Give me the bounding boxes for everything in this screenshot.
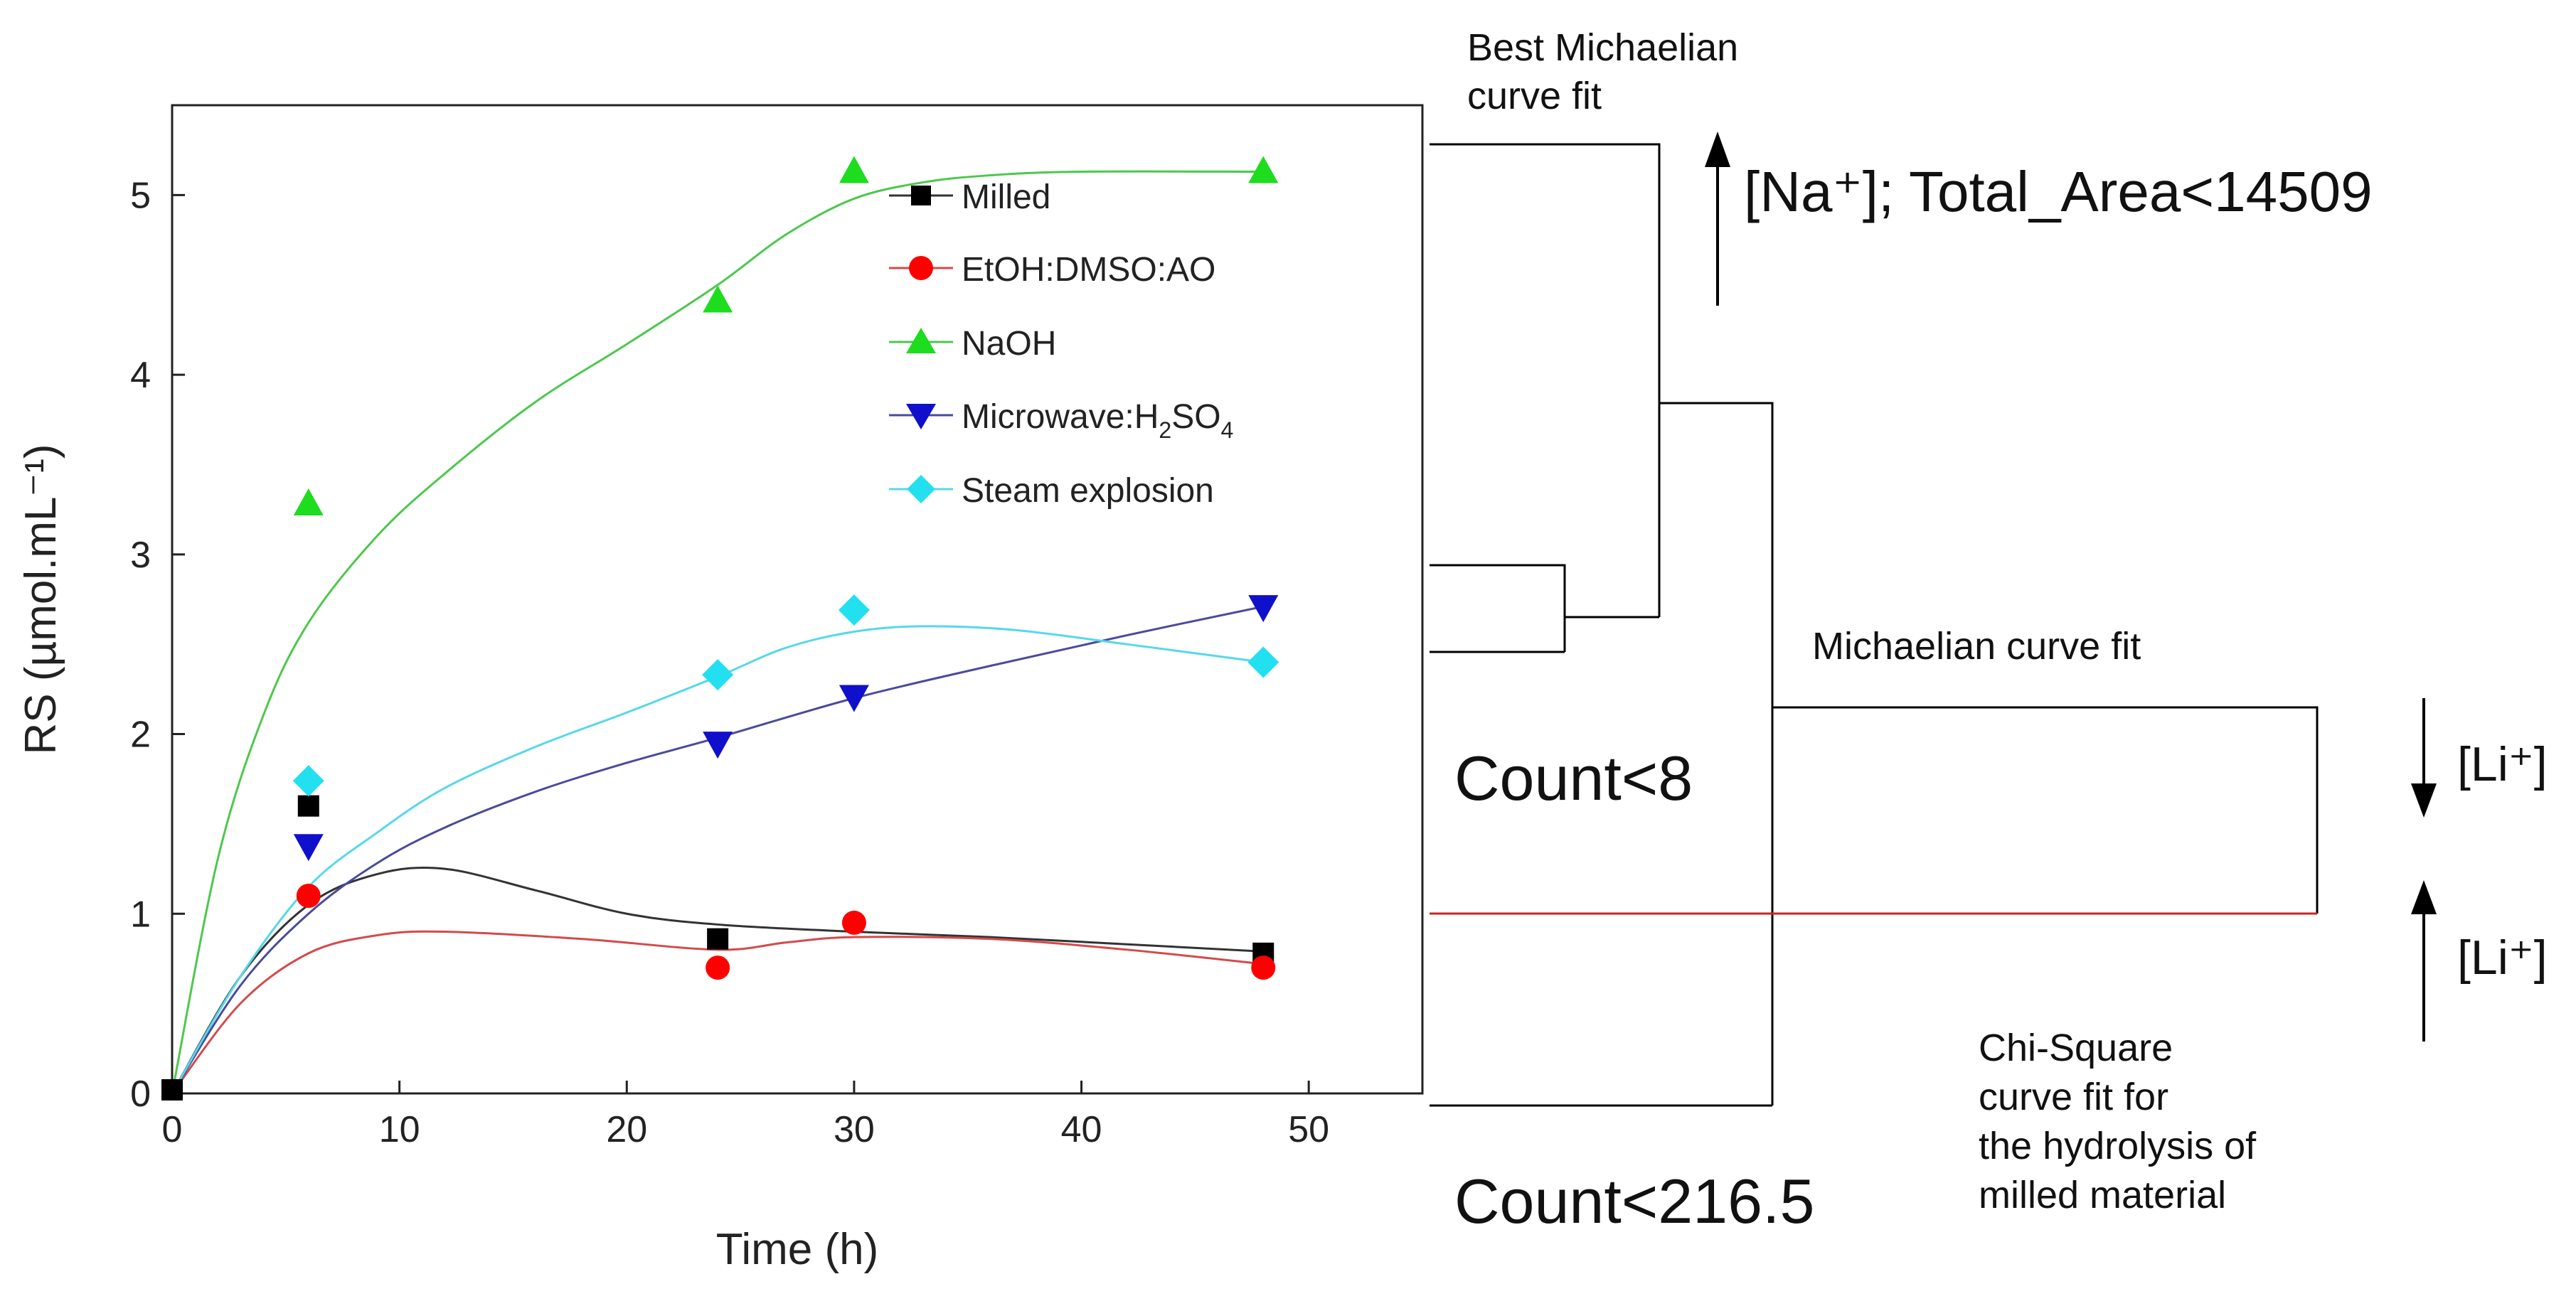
legend-marker-circle [909, 256, 933, 280]
chi-label-line4: milled material [1979, 1174, 2226, 1216]
data-point-series-3 [293, 834, 324, 862]
data-point-series-4 [838, 594, 870, 626]
legend-item-milled: Milled [889, 178, 1050, 216]
data-point-series-2 [839, 156, 869, 183]
dendrogram [1430, 143, 2319, 1107]
michaelian-fit-label: Michaelian curve fit [1812, 625, 2141, 668]
x-tick-label: 10 [379, 1109, 420, 1150]
na-rule-label: [Na⁺]; Total_Area<14509 [1744, 160, 2373, 223]
legend-label-milled: Milled [962, 178, 1050, 216]
best-fit-label-line1: Best Michaelian [1467, 26, 1738, 69]
y-axis-label: RS (µmol.mL⁻¹) [16, 444, 65, 755]
legend-item-steam: Steam explosion [889, 472, 1214, 510]
curve-series-3 [171, 605, 1264, 1094]
curve-series-0 [171, 866, 1264, 1094]
legend-item-etoh: EtOH:DMSO:AO [889, 251, 1215, 289]
data-point-series-1 [706, 956, 730, 980]
li-up-label: [Li⁺] [2457, 931, 2548, 985]
x-axis-label: Time (h) [716, 1225, 878, 1274]
dendro-branch-steam [1430, 564, 1566, 652]
count8-label: Count<8 [1454, 743, 1693, 813]
data-point-series-2 [1248, 156, 1279, 183]
y-tick-label: 4 [130, 355, 151, 396]
legend-marker-square [911, 186, 931, 205]
y-tick-label: 5 [130, 175, 151, 216]
data-point-series-0 [707, 928, 729, 950]
arrows [1705, 132, 2437, 1042]
data-point-series-3 [703, 732, 733, 759]
dendro-join-left [1659, 402, 1774, 1106]
chi-label-line1: Chi-Square [1979, 1027, 2173, 1069]
curve-series-2 [171, 170, 1264, 1094]
axis-ticks: 0 10 20 30 40 50 0 1 2 3 4 5 [130, 175, 1329, 1150]
dendro-join-root [1772, 706, 2319, 914]
y-tick-label: 0 [130, 1074, 151, 1115]
legend-item-naoh: NaOH [889, 325, 1056, 363]
li-down-label: [Li⁺] [2457, 737, 2548, 791]
chi-label-line3: the hydrolysis of [1979, 1125, 2257, 1167]
legend-label-steam: Steam explosion [962, 472, 1214, 510]
legend-label-etoh: EtOH:DMSO:AO [962, 251, 1215, 289]
legend-label-microwave: Microwave:H2SO4 [962, 398, 1233, 443]
legend-marker-triangle-down [906, 404, 936, 429]
legend-item-microwave: Microwave:H2SO4 [889, 398, 1233, 443]
na-arrow-up-icon [1705, 132, 1730, 167]
curve-series-1 [171, 930, 1264, 1094]
data-point-series-4 [292, 765, 324, 797]
data-points [161, 156, 1279, 1101]
data-point-series-2 [293, 488, 324, 516]
data-point-series-0 [297, 795, 319, 817]
data-point-series-3 [1248, 595, 1279, 623]
data-point-series-0 [161, 1078, 183, 1101]
data-point-series-3 [839, 685, 869, 712]
x-tick-label: 20 [606, 1109, 647, 1150]
y-tick-label: 2 [130, 714, 151, 756]
plot-frame [171, 104, 1424, 1095]
legend-marker-triangle-up [906, 328, 936, 353]
data-point-series-1 [841, 910, 866, 935]
data-point-series-1 [296, 884, 321, 908]
chi-label-line2: curve fit for [1979, 1076, 2168, 1118]
legend-label-naoh: NaOH [962, 325, 1056, 363]
curve-series-4 [171, 625, 1264, 1094]
count216-label: Count<216.5 [1454, 1166, 1814, 1236]
legend: Milled EtOH:DMSO:AO NaOH Microwave:H2SO4… [889, 178, 1233, 510]
x-tick-label: 0 [162, 1109, 183, 1150]
li-down-arrow-icon [2411, 783, 2437, 818]
best-fit-label-line2: curve fit [1467, 75, 1602, 117]
x-tick-label: 30 [834, 1109, 875, 1150]
data-point-series-4 [1247, 646, 1279, 678]
li-up-arrow-icon [2411, 880, 2437, 914]
y-tick-label: 1 [130, 894, 151, 935]
data-point-series-4 [702, 659, 734, 691]
x-tick-label: 50 [1288, 1109, 1329, 1150]
legend-marker-diamond [907, 475, 935, 503]
data-point-series-2 [703, 285, 733, 313]
y-tick-label: 3 [130, 535, 151, 576]
data-point-series-1 [1251, 956, 1276, 980]
x-tick-label: 40 [1061, 1109, 1102, 1150]
dendro-branch-naoh [1430, 143, 1661, 617]
